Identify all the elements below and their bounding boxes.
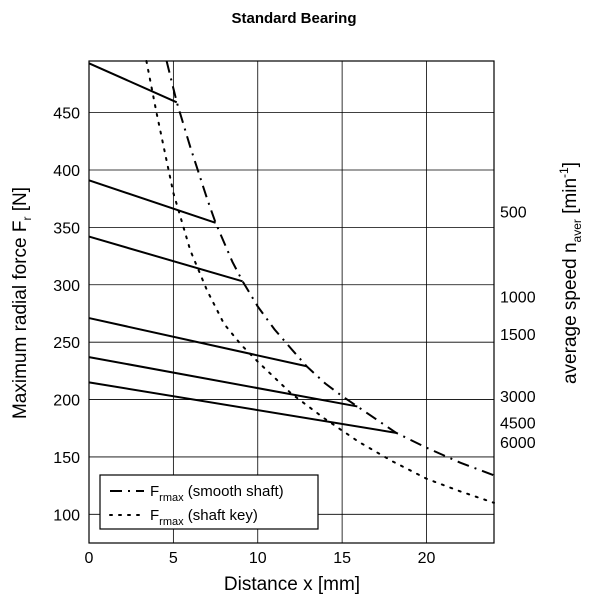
- secondary-y-axis-label: average speed naver [min-1]: [557, 162, 584, 384]
- y-tick-label: 400: [53, 163, 80, 180]
- y2-axis-label-unit-pre: [min: [560, 178, 581, 219]
- speed-line: [88, 62, 178, 104]
- speed-line: [88, 381, 397, 434]
- series-line: [165, 60, 495, 477]
- y-tick-label: 250: [53, 335, 80, 352]
- x-tick-label: 5: [169, 550, 178, 567]
- x-axis-label: Distance x [mm]: [224, 574, 360, 595]
- chart-title: Standard Bearing: [231, 10, 356, 27]
- axis-ticks: 0 5 10 15 20 100 150 200 250 300 350 400 450: [53, 106, 435, 567]
- y2-axis-label-sub: aver: [570, 219, 584, 242]
- speed-label: 4500: [500, 416, 536, 433]
- y-tick-label: 150: [53, 450, 80, 467]
- speed-line: [88, 317, 307, 368]
- legend-entry: Frmax (smooth shaft): [150, 483, 284, 504]
- y-tick-label: 200: [53, 393, 80, 410]
- speed-label: 1000: [500, 289, 536, 306]
- y-axis-label-text: Maximum radial force F: [10, 221, 31, 420]
- speed-line: [88, 179, 216, 224]
- y-tick-label: 300: [53, 278, 80, 295]
- y-axis-label-unit: [N]: [10, 187, 31, 217]
- x-tick-label: 0: [85, 550, 94, 567]
- legend-entry: Frmax (shaft key): [150, 507, 258, 528]
- series-group: [145, 60, 495, 504]
- legend: Frmax (smooth shaft) Frmax (shaft key): [99, 474, 319, 530]
- y2-axis-label-unit-post: ]: [560, 162, 581, 167]
- plot-area: [88, 60, 495, 544]
- speed-label: 1500: [500, 327, 536, 344]
- y-tick-label: 100: [53, 507, 80, 524]
- y-axis-label: Maximum radial force Fr [N]: [10, 187, 34, 419]
- speed-line: [88, 235, 243, 283]
- series-line: [145, 60, 495, 504]
- speed-label: 500: [500, 204, 527, 221]
- grid: [88, 61, 494, 543]
- speed-label: 3000: [500, 389, 536, 406]
- speed-line: [88, 356, 358, 408]
- speed-labels: 500 1000 1500 3000 4500 6000: [500, 204, 536, 452]
- y2-axis-label-sup: -1: [557, 167, 571, 178]
- y2-axis-label-text: average speed n: [560, 242, 581, 384]
- x-tick-label: 20: [418, 550, 436, 567]
- y-tick-label: 450: [53, 106, 80, 123]
- x-tick-label: 10: [249, 550, 267, 567]
- y-axis-label-sub: r: [20, 217, 34, 221]
- y-tick-label: 350: [53, 220, 80, 237]
- x-tick-label: 15: [333, 550, 351, 567]
- legend-box: [99, 474, 319, 530]
- speed-lines: [88, 62, 397, 434]
- speed-label: 6000: [500, 435, 536, 452]
